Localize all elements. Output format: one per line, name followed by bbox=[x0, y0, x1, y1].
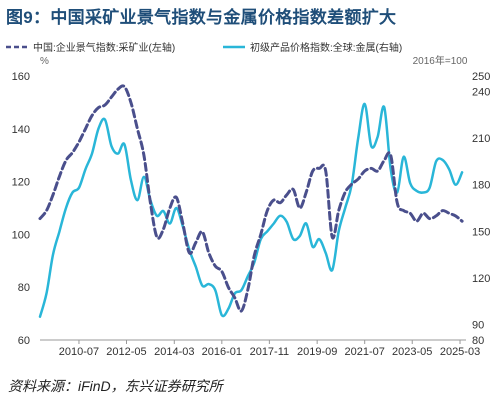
right-axis-unit: 2016年=100 bbox=[413, 54, 468, 67]
left-y-tick-label: 60 bbox=[18, 335, 30, 347]
right-y-tick-label: 240 bbox=[472, 87, 490, 99]
right-y-tick-label: 80 bbox=[472, 335, 484, 347]
x-tick-label: 2012-05 bbox=[106, 346, 146, 358]
legend: 中国:企业景气指数:采矿业(左轴) 初级产品价格指数:全球:金属(右轴) bbox=[6, 41, 402, 54]
x-tick-label: 2016-01 bbox=[202, 346, 242, 358]
left-y-tick-label: 120 bbox=[12, 177, 30, 189]
plot-area: 2010-07 2012-05 2014-03 2016-01 2017-11 2019-… bbox=[12, 71, 491, 358]
right-y-tick-label: 90 bbox=[472, 319, 484, 331]
right-y-tick-label: 180 bbox=[472, 180, 490, 192]
left-y-tick-label: 140 bbox=[12, 124, 30, 136]
right-y-tick-label: 150 bbox=[472, 226, 490, 238]
left-axis-unit: % bbox=[40, 56, 49, 67]
legend-label-metal-price: 初级产品价格指数:全球:金属(右轴) bbox=[250, 41, 402, 54]
right-y-tick-label: 210 bbox=[472, 133, 490, 145]
right-y-tick-label: 250 bbox=[472, 71, 490, 83]
x-tick-label: 2021-07 bbox=[345, 346, 385, 358]
right-y-tick-label: 120 bbox=[472, 273, 490, 285]
series-line-metal-price bbox=[38, 102, 464, 318]
x-tick-label: 2023-05 bbox=[392, 346, 432, 358]
x-tick-label: 2017-11 bbox=[250, 346, 290, 358]
x-tick-label: 2019-09 bbox=[297, 346, 337, 358]
x-tick-label: 2010-07 bbox=[59, 346, 99, 358]
x-tick-label: 2014-03 bbox=[154, 346, 194, 358]
chart-title: 图9：中国采矿业景气指数与金属价格指数差额扩大 bbox=[6, 8, 397, 27]
left-y-tick-label: 100 bbox=[12, 229, 30, 241]
legend-label-mining-index: 中国:企业景气指数:采矿业(左轴) bbox=[33, 41, 175, 54]
series-line-mining-index bbox=[38, 84, 464, 313]
left-y-tick-label: 160 bbox=[12, 71, 30, 83]
x-tick-label: 2025-03 bbox=[440, 346, 480, 358]
source-note: 资料来源：iFinD，东兴证券研究所 bbox=[8, 378, 223, 394]
left-y-tick-label: 80 bbox=[18, 282, 30, 294]
